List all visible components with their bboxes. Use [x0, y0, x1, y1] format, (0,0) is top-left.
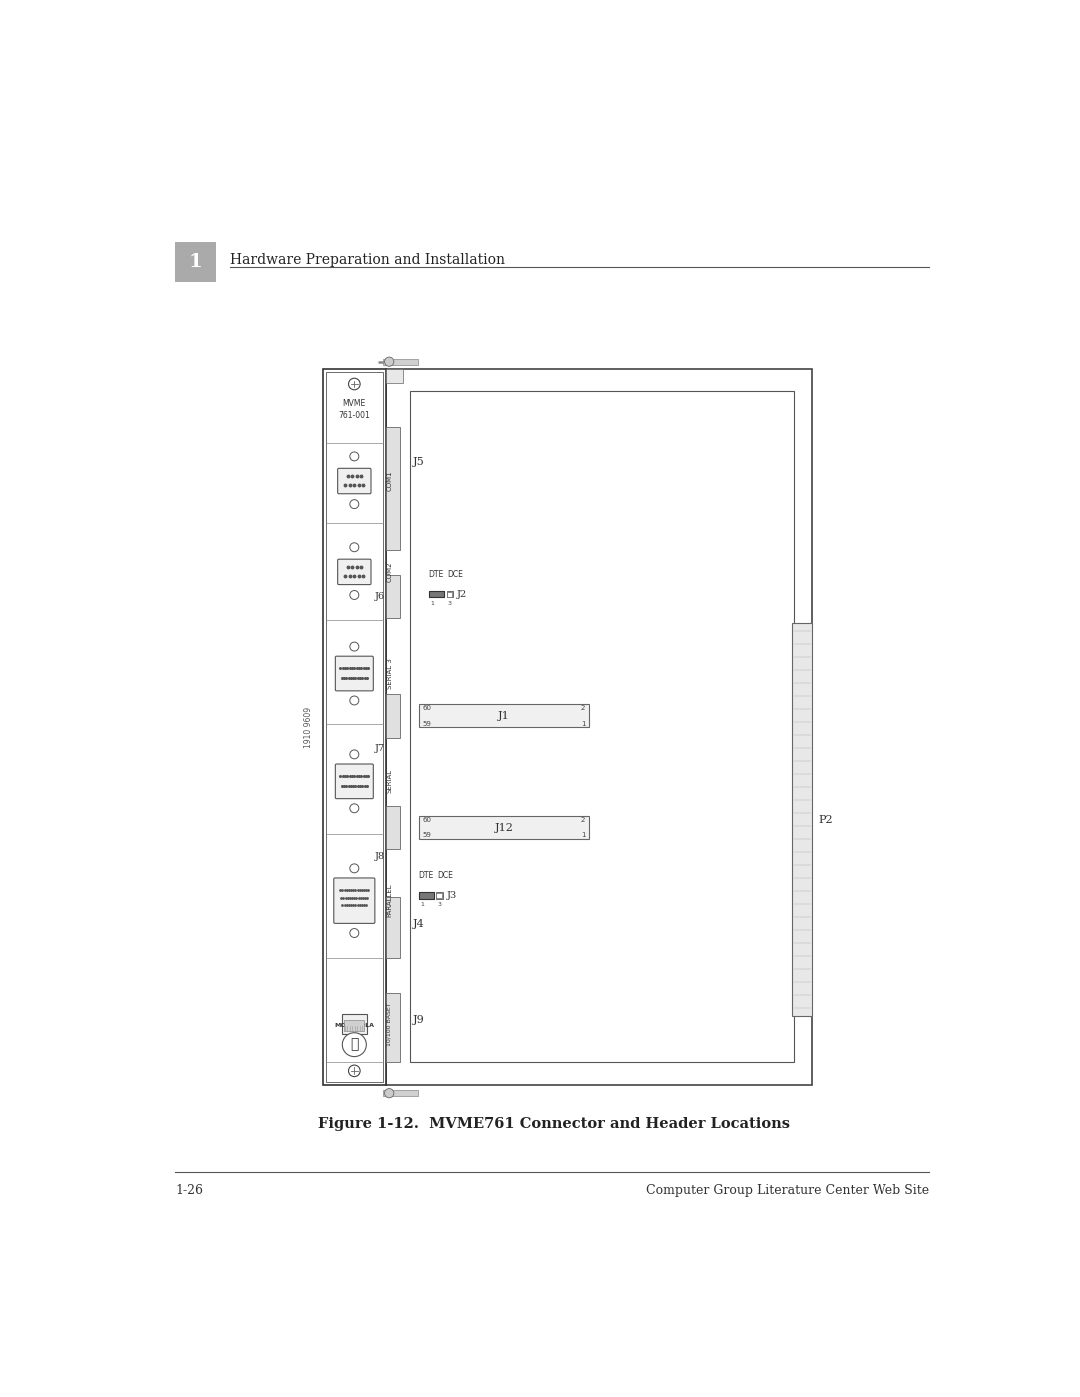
Text: 3: 3	[437, 902, 442, 908]
FancyBboxPatch shape	[338, 559, 372, 584]
Text: J5: J5	[414, 457, 424, 467]
Circle shape	[350, 803, 359, 813]
Text: 10/100 BASET: 10/100 BASET	[387, 1002, 392, 1046]
Text: PARALLEL: PARALLEL	[387, 884, 393, 918]
Bar	[345, 1020, 364, 1031]
Text: Figure 1-12.  MVME761 Connector and Header Locations: Figure 1-12. MVME761 Connector and Heade…	[318, 1118, 789, 1132]
Text: J6: J6	[375, 592, 386, 601]
Bar	[419, 893, 426, 898]
Bar	[428, 893, 434, 898]
Text: DCE: DCE	[437, 870, 454, 880]
Text: 1: 1	[430, 601, 434, 606]
Text: J3: J3	[447, 891, 457, 900]
Bar	[387, 369, 403, 383]
Circle shape	[349, 1065, 360, 1077]
Text: 761-001: 761-001	[338, 411, 370, 420]
Bar	[419, 704, 590, 728]
Text: J9: J9	[414, 1016, 424, 1025]
Circle shape	[350, 750, 359, 759]
Text: Computer Group Literature Center Web Site: Computer Group Literature Center Web Sit…	[646, 1185, 930, 1197]
Bar	[437, 591, 444, 598]
Circle shape	[384, 358, 394, 366]
Bar	[326, 373, 383, 1083]
Bar	[387, 897, 400, 958]
Text: DTE: DTE	[429, 570, 444, 578]
Text: 59: 59	[422, 721, 431, 726]
Bar	[446, 592, 453, 597]
Text: J2: J2	[457, 590, 468, 599]
Bar	[383, 1090, 418, 1097]
Circle shape	[350, 543, 359, 552]
Circle shape	[350, 696, 359, 705]
Text: J1: J1	[498, 711, 510, 721]
Circle shape	[384, 1088, 394, 1098]
Text: 59: 59	[422, 833, 431, 838]
Text: Ⓜ: Ⓜ	[350, 1038, 359, 1052]
Text: 1910 9609: 1910 9609	[305, 707, 313, 747]
Bar	[446, 591, 454, 598]
Bar	[387, 369, 812, 1085]
Bar	[429, 591, 444, 598]
Bar	[436, 893, 443, 898]
Text: 60: 60	[422, 817, 432, 823]
Bar	[436, 893, 443, 898]
Bar	[387, 806, 400, 849]
Text: J12: J12	[495, 823, 513, 833]
Text: SERIAL: SERIAL	[387, 770, 393, 793]
Circle shape	[350, 500, 359, 509]
Bar	[383, 359, 418, 365]
Circle shape	[350, 591, 359, 599]
Bar	[429, 591, 435, 598]
Text: COM2: COM2	[387, 562, 393, 583]
FancyBboxPatch shape	[338, 468, 372, 493]
Text: MOTOROLA: MOTOROLA	[335, 1023, 375, 1028]
Text: 1-26: 1-26	[175, 1185, 203, 1197]
Text: 60: 60	[422, 705, 432, 711]
Text: 1: 1	[420, 902, 423, 908]
Bar	[323, 369, 387, 1085]
Text: DCE: DCE	[447, 570, 463, 578]
Text: DTE: DTE	[419, 870, 434, 880]
Bar	[175, 242, 216, 282]
Bar	[387, 693, 400, 738]
Bar	[387, 993, 400, 1062]
Text: J8: J8	[375, 852, 386, 862]
Text: 2: 2	[581, 817, 585, 823]
Text: P2: P2	[819, 814, 833, 824]
Text: 1: 1	[581, 833, 585, 838]
Text: J7: J7	[375, 743, 386, 753]
Text: 2: 2	[581, 705, 585, 711]
Bar	[341, 1014, 367, 1034]
FancyBboxPatch shape	[335, 657, 374, 692]
Text: 1: 1	[189, 253, 202, 271]
Text: J4: J4	[414, 919, 424, 929]
FancyBboxPatch shape	[335, 764, 374, 799]
Circle shape	[349, 379, 360, 390]
Text: 3: 3	[448, 601, 451, 606]
Bar	[419, 893, 434, 898]
Circle shape	[350, 929, 359, 937]
Text: SERIAL 3: SERIAL 3	[387, 658, 393, 689]
Bar	[419, 816, 590, 840]
Circle shape	[350, 451, 359, 461]
Text: COM1: COM1	[387, 471, 393, 492]
Circle shape	[350, 643, 359, 651]
FancyBboxPatch shape	[334, 877, 375, 923]
Text: MVME: MVME	[342, 398, 366, 408]
Circle shape	[342, 1032, 366, 1056]
Text: 1: 1	[581, 721, 585, 726]
Bar	[387, 427, 400, 550]
Bar	[387, 576, 400, 617]
Bar	[410, 391, 794, 1062]
Circle shape	[350, 863, 359, 873]
Bar	[793, 623, 812, 1016]
Text: Hardware Preparation and Installation: Hardware Preparation and Installation	[230, 253, 504, 267]
